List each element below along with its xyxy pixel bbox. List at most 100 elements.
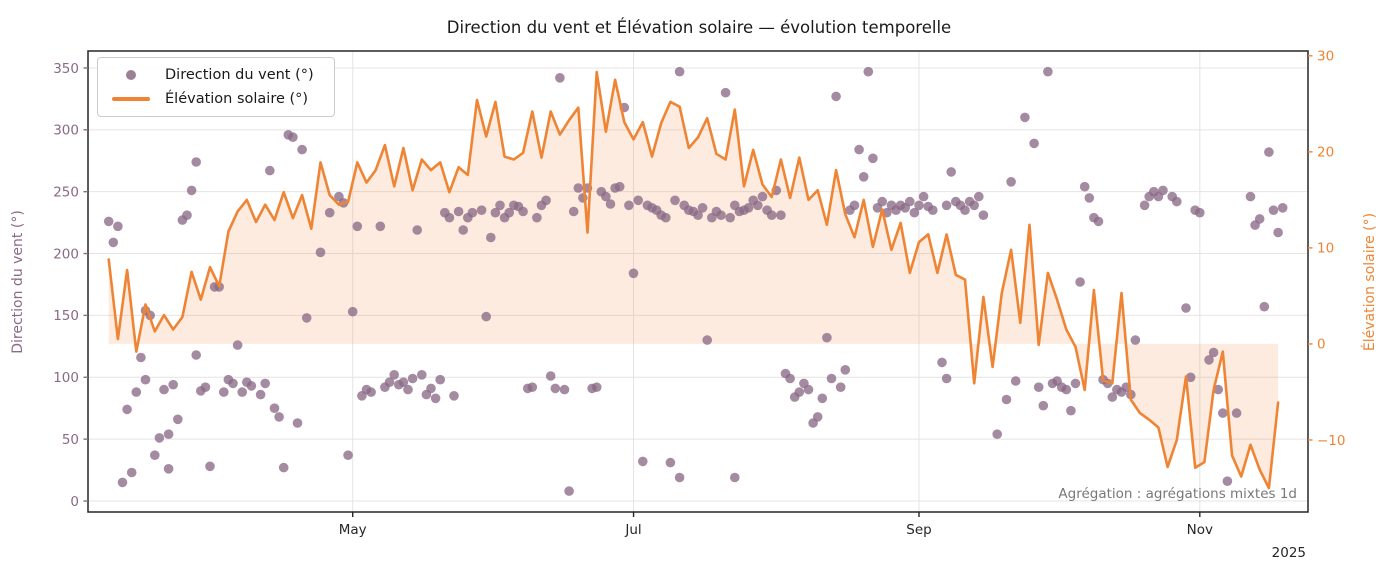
wind-direction-point xyxy=(670,195,680,206)
wind-direction-point xyxy=(863,66,874,77)
left-tick-label: 50 xyxy=(62,432,79,448)
wind-direction-point xyxy=(928,205,938,215)
elevation-line xyxy=(107,70,1280,490)
wind-direction-point xyxy=(131,387,142,397)
wind-direction-point xyxy=(766,210,777,220)
wind-direction-point xyxy=(237,387,247,397)
wind-direction-point xyxy=(495,200,505,211)
wind-direction-point xyxy=(1264,147,1274,157)
legend-label-elevation: Élévation solaire (°) xyxy=(165,91,309,107)
wind-direction-point xyxy=(163,429,174,440)
right-tick-label: 10 xyxy=(1317,241,1334,257)
wind-direction-point xyxy=(868,153,878,164)
wind-direction-point xyxy=(191,157,201,167)
wind-direction-point xyxy=(614,181,625,192)
wind-direction-point xyxy=(573,183,584,193)
wind-direction-point xyxy=(941,200,952,211)
wind-direction-point xyxy=(1139,200,1150,211)
legend-marker-wrap xyxy=(110,70,152,80)
wind-direction-point xyxy=(1061,384,1072,395)
wind-direction-point xyxy=(269,403,280,414)
wind-direction-point xyxy=(1084,193,1095,203)
right-tick-label: −10 xyxy=(1317,433,1346,449)
wind-direction-point xyxy=(458,225,469,235)
wind-direction-point xyxy=(467,207,478,218)
wind-direction-point xyxy=(992,429,1002,440)
wind-direction-point xyxy=(831,91,841,102)
legend: Direction du vent (°) Élévation solaire … xyxy=(97,57,335,117)
wind-direction-point xyxy=(1273,227,1283,238)
wind-direction-point xyxy=(527,382,538,393)
wind-direction-point xyxy=(1268,205,1279,215)
wind-direction-point xyxy=(1254,214,1265,224)
wind-direction-point xyxy=(1208,347,1219,358)
wind-direction-point xyxy=(219,387,229,397)
x-tick-label: Nov xyxy=(1187,522,1213,538)
right-tick-label: 0 xyxy=(1317,337,1326,353)
wind-direction-point xyxy=(946,167,956,177)
wind-direction-point xyxy=(1010,376,1021,386)
wind-direction-point xyxy=(384,377,395,388)
wind-direction-point xyxy=(1043,66,1053,77)
wind-direction-point xyxy=(812,412,823,422)
wind-direction-point xyxy=(909,207,920,218)
wind-direction-point xyxy=(205,461,215,472)
wind-direction-point xyxy=(297,144,307,155)
wind-direction-point xyxy=(1038,400,1049,411)
wind-dot-legend-marker xyxy=(126,70,136,80)
aggregation-annotation: Agrégation : agrégations mixtes 1d xyxy=(1058,486,1297,502)
wind-direction-point xyxy=(877,196,887,207)
wind-direction-point xyxy=(559,384,570,395)
wind-direction-point xyxy=(173,414,183,425)
wind-direction-point xyxy=(288,132,298,142)
wind-direction-point xyxy=(918,191,929,202)
wind-direction-point xyxy=(122,404,132,415)
wind-direction-point xyxy=(638,456,648,467)
wind-direction-point xyxy=(403,384,413,395)
wind-direction-point xyxy=(1070,378,1081,389)
wind-direction-point xyxy=(1222,476,1233,487)
left-tick-label: 150 xyxy=(53,308,79,324)
wind-direction-point xyxy=(978,210,989,220)
wind-direction-point xyxy=(518,206,528,217)
wind-direction-point xyxy=(398,377,409,388)
wind-direction-point xyxy=(568,206,579,217)
wind-direction-point xyxy=(803,384,814,395)
elevation-line-series xyxy=(107,70,1280,490)
left-tick-label: 200 xyxy=(53,246,79,262)
wind-direction-point xyxy=(541,195,551,206)
wind-direction-point xyxy=(1204,355,1214,365)
wind-direction-point xyxy=(490,207,501,218)
left-tick-label: 350 xyxy=(53,61,79,77)
wind-direction-point xyxy=(453,206,464,217)
elevation-line-legend-marker xyxy=(112,97,150,101)
wind-direction-point xyxy=(476,205,487,215)
wind-direction-point xyxy=(564,486,574,496)
wind-direction-point xyxy=(628,268,639,279)
wind-direction-point xyxy=(937,357,947,368)
wind-direction-point xyxy=(743,203,754,213)
wind-direction-point xyxy=(375,221,386,232)
wind-direction-point xyxy=(1079,181,1090,192)
wind-direction-point xyxy=(1172,196,1182,207)
wind-direction-point xyxy=(136,352,146,363)
wind-direction-point xyxy=(605,199,616,209)
wind-direction-point xyxy=(665,457,676,468)
wind-direction-point xyxy=(725,212,735,223)
left-axis-label: Direction du vent (°) xyxy=(10,210,26,354)
wind-direction-point xyxy=(255,389,266,400)
wind-direction-point xyxy=(974,191,984,202)
wind-direction-point xyxy=(186,185,197,196)
wind-direction-point xyxy=(163,464,174,474)
legend-entry-elevation: Élévation solaire (°) xyxy=(110,91,314,107)
wind-direction-point xyxy=(126,467,137,478)
wind-direction-point xyxy=(1185,372,1196,383)
left-tick-label: 300 xyxy=(53,123,79,139)
wind-direction-point xyxy=(661,212,671,223)
wind-direction-point xyxy=(108,237,119,248)
wind-direction-point xyxy=(730,472,740,483)
wind-direction-point xyxy=(117,477,128,488)
wind-direction-point xyxy=(532,212,542,223)
wind-direction-point xyxy=(228,378,238,389)
wind-direction-point xyxy=(1066,405,1076,416)
